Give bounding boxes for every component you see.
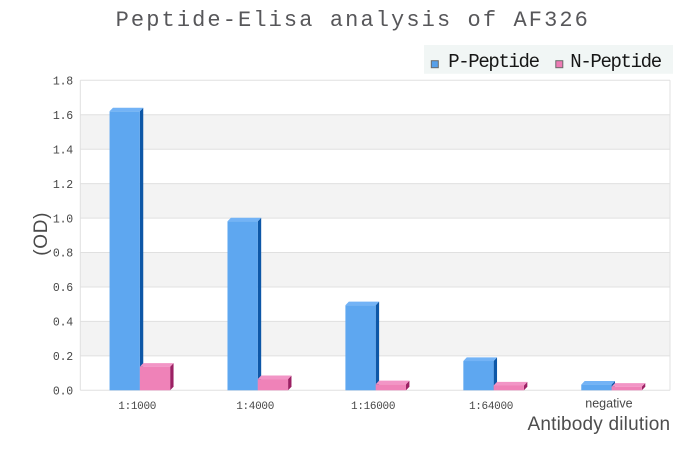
svg-text:P-Peptide: P-Peptide (448, 51, 539, 73)
svg-text:1.2: 1.2 (53, 179, 73, 192)
svg-text:Peptide-Elisa analysis of AF32: Peptide-Elisa analysis of AF326 (116, 8, 590, 33)
svg-text:1:64000: 1:64000 (469, 401, 513, 413)
svg-text:1.8: 1.8 (53, 75, 73, 88)
svg-text:0.4: 0.4 (53, 317, 73, 330)
svg-text:1:4000: 1:4000 (236, 401, 274, 413)
svg-text:Antibody dilution: Antibody dilution (527, 414, 670, 435)
svg-text:0.6: 0.6 (53, 282, 73, 295)
svg-text:negative: negative (585, 397, 632, 411)
svg-text:1.4: 1.4 (53, 144, 73, 157)
svg-text:0.0: 0.0 (53, 385, 73, 398)
svg-text:1.6: 1.6 (53, 110, 73, 123)
svg-text:1:1000: 1:1000 (118, 401, 156, 413)
svg-text:N-Peptide: N-Peptide (570, 51, 661, 73)
svg-text:1.0: 1.0 (53, 213, 73, 226)
svg-text:1:16000: 1:16000 (351, 401, 395, 413)
svg-text:(OD): (OD) (31, 212, 52, 256)
svg-text:0.2: 0.2 (53, 351, 73, 364)
svg-text:0.8: 0.8 (53, 248, 73, 261)
